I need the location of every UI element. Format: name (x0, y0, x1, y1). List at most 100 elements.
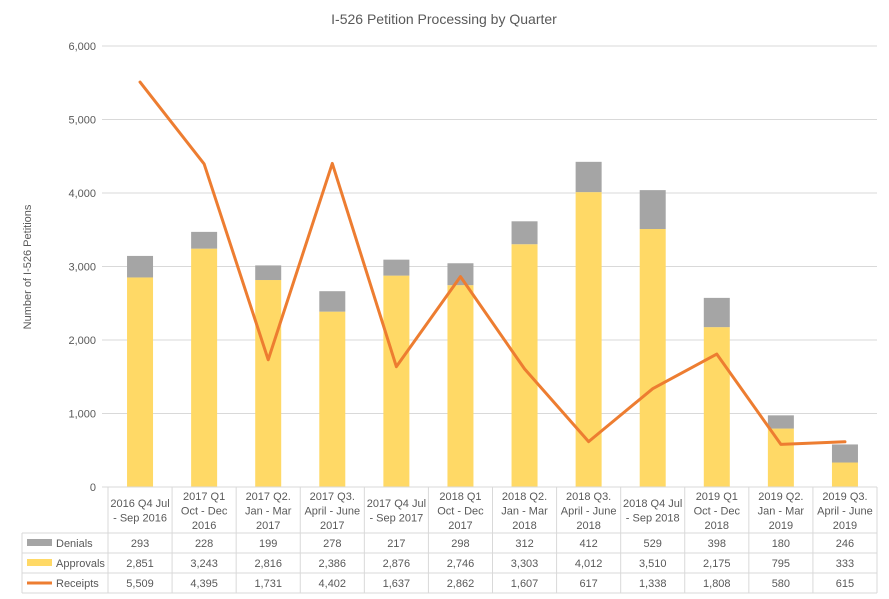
table-cell-approvals: 2,876 (383, 558, 411, 570)
denials-bar (767, 415, 794, 429)
table-cell-denials: 246 (836, 538, 854, 550)
legend-key-approvals (27, 559, 52, 566)
y-tick-label: 2,000 (68, 335, 96, 347)
table-cell-denials: 298 (451, 538, 469, 550)
denials-bar (511, 221, 538, 245)
chart-title: I-526 Petition Processing by Quarter (331, 11, 557, 27)
denials-bar (575, 161, 602, 193)
approvals-bar (575, 192, 602, 488)
table-cell-receipts: 1,607 (511, 578, 539, 590)
table-cell-receipts: 580 (772, 578, 790, 590)
y-tick-label: 1,000 (68, 409, 96, 421)
denials-bar (639, 190, 666, 230)
x-category-label: Oct - Dec (694, 506, 741, 518)
x-category-label: - Sep 2017 (369, 513, 423, 525)
y-axis-ticks: 0 1,000 2,000 3,000 4,000 5,000 6,000 (68, 41, 96, 494)
x-category-label: 2018 (576, 520, 600, 532)
table-cell-receipts: 1,637 (383, 578, 411, 590)
x-category-label: 2017 Q1 (183, 491, 225, 503)
approvals-bar (127, 277, 154, 487)
x-category-label: 2017 Q4 Jul (367, 498, 426, 510)
table-cell-receipts: 5,509 (126, 578, 154, 590)
table-cell-receipts: 617 (579, 578, 597, 590)
table-cell-receipts: 1,808 (703, 578, 731, 590)
x-category-label: 2017 Q3. (310, 491, 355, 503)
table-cell-denials: 398 (708, 538, 726, 550)
denials-bar (447, 263, 474, 286)
x-category-label: 2017 Q2. (246, 491, 291, 503)
x-category-label: Oct - Dec (181, 506, 228, 518)
x-category-label: 2017 (256, 520, 280, 532)
denials-bar (191, 231, 218, 249)
legend-label: Denials (56, 538, 93, 550)
x-category-label: Jan - Mar (501, 506, 548, 518)
table-cell-approvals: 4,012 (575, 558, 603, 570)
y-tick-label: 3,000 (68, 262, 96, 274)
approvals-bar (319, 311, 346, 487)
receipts-line-path (138, 80, 847, 446)
x-category-label: 2016 Q4 Jul (110, 498, 169, 510)
approvals-bar (191, 248, 218, 487)
table-cell-denials: 293 (131, 538, 149, 550)
legend-key-denials (27, 539, 52, 546)
x-category-label: 2017 (448, 520, 472, 532)
table-cell-approvals: 2,175 (703, 558, 731, 570)
table-cell-approvals: 2,851 (126, 558, 154, 570)
y-axis-label: Number of I-526 Petitions (22, 204, 34, 329)
table-cell-receipts: 1,731 (254, 578, 282, 590)
approvals-bar (639, 229, 666, 487)
gridlines (102, 45, 877, 488)
x-category-label: - Sep 2018 (626, 513, 680, 525)
x-category-label: 2018 Q3. (566, 491, 611, 503)
table-cell-approvals: 2,746 (447, 558, 475, 570)
table-cell-denials: 199 (259, 538, 277, 550)
x-category-label: 2018 (705, 520, 729, 532)
x-category-label: 2018 Q2. (502, 491, 547, 503)
x-category-label: Jan - Mar (245, 506, 292, 518)
x-category-label: 2019 Q3. (822, 491, 867, 503)
y-tick-label: 4,000 (68, 188, 96, 200)
x-category-label: 2018 Q1 (439, 491, 481, 503)
denials-bar (319, 291, 346, 312)
table-cell-receipts: 2,862 (447, 578, 475, 590)
denials-bar (127, 255, 154, 278)
x-category-label: 2018 Q4 Jul (623, 498, 682, 510)
table-cell-denials: 228 (195, 538, 213, 550)
approvals-bar (767, 428, 794, 487)
table-cell-denials: 217 (387, 538, 405, 550)
approvals-bar (703, 327, 730, 487)
x-category-label: April - June (561, 506, 617, 518)
x-category-label: 2019 (769, 520, 793, 532)
table-cell-approvals: 333 (836, 558, 854, 570)
table-cell-approvals: 795 (772, 558, 790, 570)
table-cell-approvals: 3,243 (190, 558, 218, 570)
denials-bar (831, 444, 858, 463)
y-tick-label: 6,000 (68, 41, 96, 53)
legend-label: Receipts (56, 578, 99, 590)
table-cell-denials: 278 (323, 538, 341, 550)
x-category-label: 2019 Q2. (758, 491, 803, 503)
approvals-bar (383, 275, 410, 487)
table-cell-denials: 412 (579, 538, 597, 550)
data-table: 2016 Q4 Jul - Sep 2016 2017 Q1 Oct - Dec 201… (21, 486, 878, 594)
x-category-label: April - June (817, 506, 873, 518)
approvals-bar (831, 462, 858, 487)
x-category-label: 2018 (512, 520, 536, 532)
table-cell-approvals: 2,386 (319, 558, 347, 570)
legend-label: Approvals (56, 558, 105, 570)
approvals-bar (447, 285, 474, 487)
x-category-label: 2019 Q1 (696, 491, 738, 503)
approvals-bar (255, 280, 282, 487)
x-category-label: Jan - Mar (758, 506, 805, 518)
y-tick-label: 5,000 (68, 115, 96, 127)
table-cell-denials: 529 (644, 538, 662, 550)
x-category-label: 2019 (833, 520, 857, 532)
table-cell-receipts: 615 (836, 578, 854, 590)
table-cell-denials: 312 (515, 538, 533, 550)
x-category-label: Oct - Dec (437, 506, 484, 518)
x-category-label: 2016 (192, 520, 216, 532)
receipts-line (138, 80, 847, 446)
y-tick-label: 0 (90, 482, 96, 494)
denials-bar (383, 259, 410, 276)
